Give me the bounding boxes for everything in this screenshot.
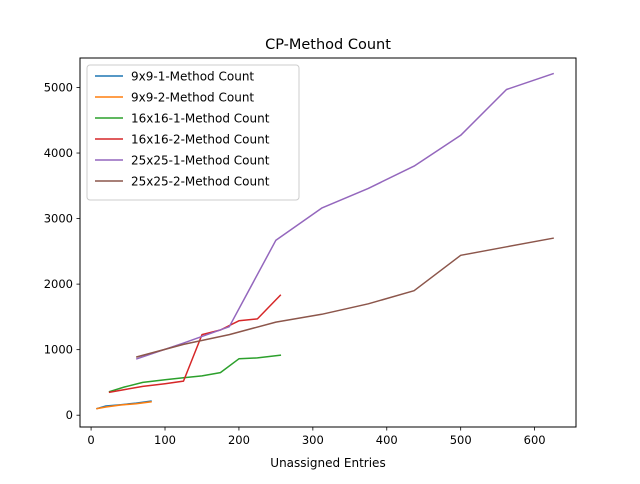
legend-entry-label: 16x16-2-Method Count <box>131 133 270 147</box>
chart-title: CP-Method Count <box>265 37 391 53</box>
legend-entry-label: 25x25-2-Method Count <box>131 175 270 189</box>
series-line-4 <box>108 294 282 394</box>
series-lines <box>96 72 555 410</box>
y-tick-label: 0 <box>66 408 73 422</box>
x-tick-label: 600 <box>524 433 546 447</box>
y-tick-label: 4000 <box>44 146 73 160</box>
y-axis-ticks: 0 1000 2000 3000 4000 5000 <box>44 80 80 422</box>
y-tick-label: 5000 <box>44 80 73 94</box>
x-axis-ticks: 0 100 200 300 400 500 600 <box>87 427 546 447</box>
y-tick-label: 3000 <box>44 212 73 226</box>
x-tick-label: 500 <box>450 433 472 447</box>
legend-frame <box>86 64 300 201</box>
x-tick-label: 100 <box>154 433 176 447</box>
x-tick-label: 300 <box>302 433 324 447</box>
x-axis-label: Unassigned Entries <box>270 456 385 470</box>
legend: 9x9-1-Method Count 9x9-2-Method Count 16x1… <box>86 64 300 201</box>
y-tick-label: 1000 <box>44 343 73 357</box>
x-tick-label: 400 <box>376 433 398 447</box>
legend-entry-label: 16x16-1-Method Count <box>131 112 270 126</box>
x-tick-label: 200 <box>228 433 250 447</box>
x-tick-label: 0 <box>87 433 94 447</box>
series-line-6 <box>135 237 554 358</box>
series-line-5 <box>135 72 555 360</box>
legend-entry-label: 25x25-1-Method Count <box>131 154 270 168</box>
legend-entry-label: 9x9-2-Method Count <box>131 91 254 105</box>
axes-frame <box>79 57 577 428</box>
series-line-2 <box>96 400 152 410</box>
y-tick-label: 2000 <box>44 277 73 291</box>
legend-entry-label: 9x9-1-Method Count <box>131 70 254 84</box>
series-line-3 <box>108 354 282 393</box>
